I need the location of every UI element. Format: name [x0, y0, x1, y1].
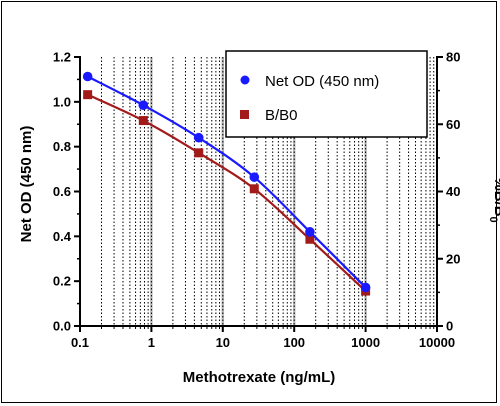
legend-marker-series-2 [240, 110, 249, 119]
x-tick-label: 10 [216, 335, 230, 350]
y-tick-label: 1.0 [53, 94, 71, 109]
legend-label-series-2: B/B0 [265, 107, 298, 124]
y2-tick-label: 20 [446, 251, 460, 266]
data-point-series-2 [83, 90, 92, 99]
data-point-series-1 [83, 72, 93, 82]
y2-tick-label: 40 [446, 184, 460, 199]
x-tick-label: 10000 [419, 335, 455, 350]
x-axis-title: Methotrexate (ng/mL) [183, 369, 336, 386]
legend-label-series-1: Net OD (450 nm) [265, 73, 379, 90]
legend: Net OD (450 nm) B/B0 [226, 51, 427, 137]
x-tick-label: 100 [283, 335, 305, 350]
data-point-series-1 [249, 172, 259, 182]
data-point-series-1 [305, 227, 315, 237]
data-point-series-2 [250, 184, 259, 193]
y2-tick-label: 0 [446, 319, 453, 334]
y-tick-label: 0.0 [53, 319, 71, 334]
y-tick-label: 0.4 [53, 229, 72, 244]
y2-axis-title-main: %B/B [491, 177, 500, 216]
data-point-series-1 [361, 283, 371, 293]
data-point-series-2 [194, 148, 203, 157]
y-tick-label: 0.6 [53, 184, 71, 199]
legend-box [226, 51, 427, 137]
x-tick-label: 1 [148, 335, 155, 350]
y2-axis-title-subscript: 0 [487, 217, 499, 223]
y-tick-label: 1.2 [53, 50, 71, 65]
data-point-series-1 [138, 100, 148, 110]
y2-tick-label: 80 [446, 50, 460, 65]
legend-marker-series-1 [241, 76, 250, 85]
y-axis-title: Net OD (450 nm) [18, 126, 35, 243]
x-tick-label: 1000 [351, 335, 380, 350]
y2-tick-label: 60 [446, 117, 460, 132]
data-point-series-1 [194, 133, 204, 143]
y2-axis-title: %B/B0 [487, 177, 500, 222]
y-tick-label: 0.2 [53, 274, 71, 289]
data-point-series-2 [139, 116, 148, 125]
x-tick-label: 0.1 [71, 335, 89, 350]
y-tick-label: 0.8 [53, 139, 71, 154]
